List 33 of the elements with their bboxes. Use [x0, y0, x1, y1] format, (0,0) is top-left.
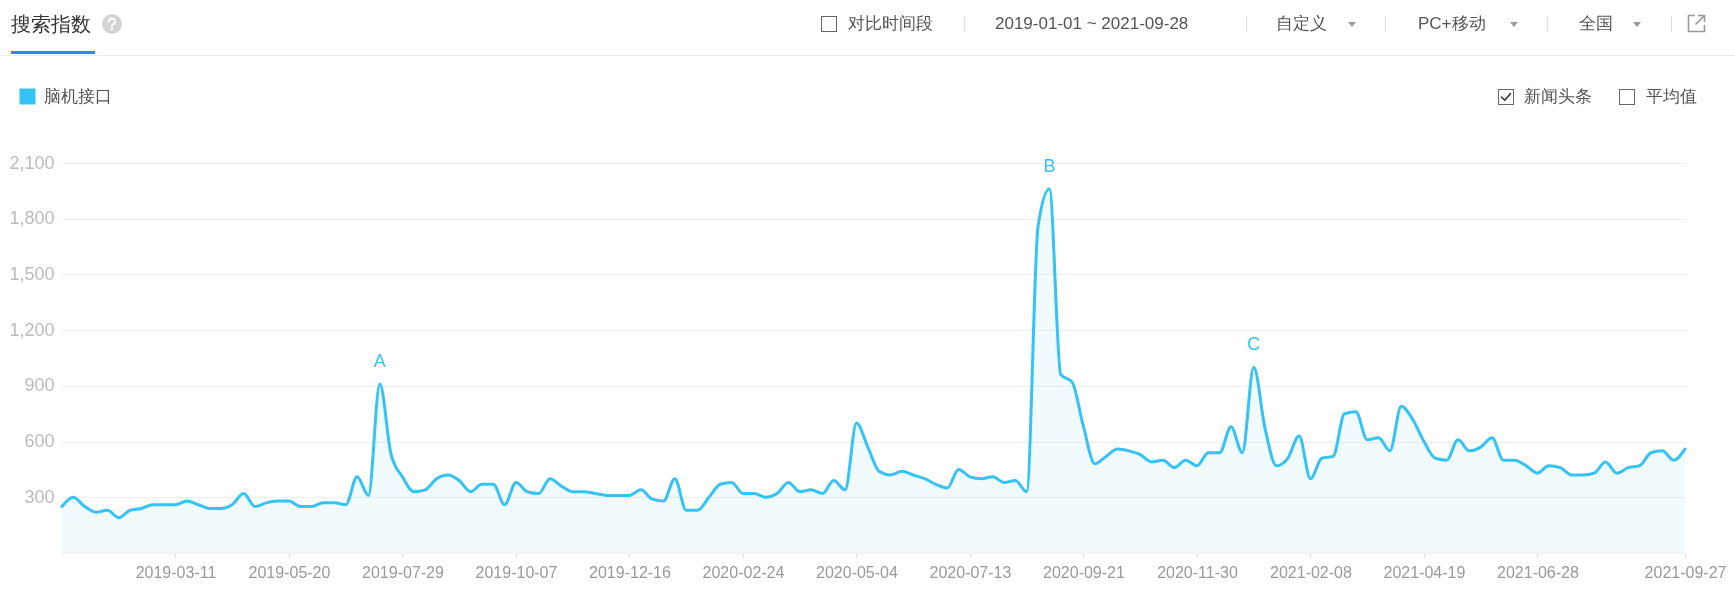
text: 2019-01-01 ~ 2021-09-28 [995, 14, 1189, 34]
annotation: B [1043, 156, 1056, 176]
y-tick-label: 600 [24, 431, 55, 452]
x-tick-label: 2021-06-28 [1497, 563, 1579, 581]
text: 对比时间段 [848, 14, 933, 34]
x-tick-label: 2019-07-29 [362, 563, 445, 581]
x-tick-label: 2020-07-13 [929, 563, 1012, 581]
annotation: C [1247, 334, 1261, 355]
x-tick-label: 2019-05-20 [248, 563, 331, 581]
x-tick-label: 2021-04-19 [1383, 563, 1466, 581]
x-tick-label: 2019-12-16 [589, 563, 672, 581]
x-tick-label: 2021-02-08 [1270, 563, 1352, 581]
y-tick-label: 300 [24, 486, 55, 507]
x-tick-label: 2020-09-21 [1043, 563, 1125, 581]
text: 平均值 [1646, 87, 1697, 107]
x-tick-label: 2020-05-04 [816, 563, 898, 581]
annotation: A [373, 351, 386, 371]
text: PC+移动 [1418, 14, 1486, 34]
x-tick-label: 2021-09-27 [1644, 563, 1727, 581]
x-tick-label: 2020-02-24 [702, 563, 785, 581]
y-tick-label: 2,100 [9, 152, 55, 173]
y-tick-label: 900 [24, 375, 55, 396]
y-tick-label: 1,800 [9, 208, 55, 229]
text: 全国 [1579, 14, 1613, 34]
legend-label: 脑机接口 [44, 86, 112, 106]
x-tick-label: 2020-11-30 [1157, 563, 1238, 581]
y-tick-label: 1,200 [9, 319, 55, 340]
text: 新闻头条 [1524, 87, 1592, 107]
x-tick-label: 2019-10-07 [475, 563, 558, 581]
text: 自定义 [1276, 14, 1327, 34]
chart-title: 搜索指数 [11, 13, 91, 35]
y-tick-label: 1,500 [9, 263, 55, 284]
x-tick-label: 2019-03-11 [135, 563, 217, 581]
